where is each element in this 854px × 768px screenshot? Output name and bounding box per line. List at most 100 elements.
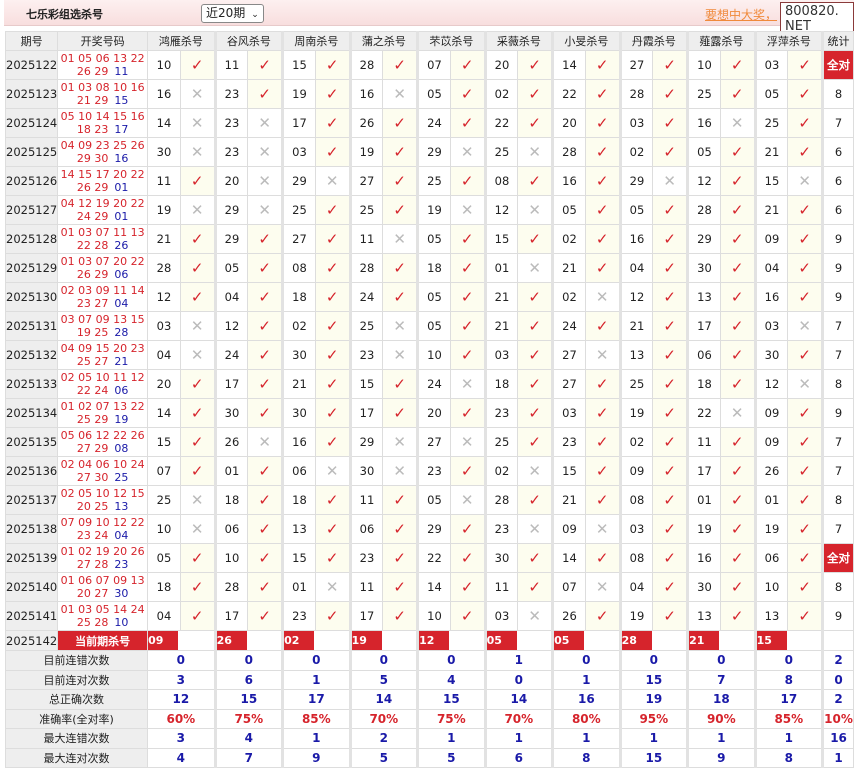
check-icon: ✓ xyxy=(382,543,420,573)
kill-number: 05 xyxy=(214,253,249,283)
row-stat-cell: 6 xyxy=(822,166,854,196)
kill-number: 27 xyxy=(619,50,654,80)
kill-number: 13 xyxy=(754,601,789,631)
cross-icon: ✕ xyxy=(179,137,217,167)
kill-number: 18 xyxy=(282,282,316,312)
kill-number: 27 xyxy=(417,427,451,457)
row-stat-cell: 8 xyxy=(822,79,854,109)
kill-number: 20 xyxy=(417,398,451,428)
cross-icon: ✕ xyxy=(179,108,217,138)
check-icon: ✓ xyxy=(314,195,352,225)
stats-value: 8 xyxy=(754,669,825,690)
stats-label: 最大连对次数 xyxy=(4,747,149,768)
check-icon: ✓ xyxy=(652,282,690,312)
check-icon: ✓ xyxy=(247,340,285,370)
header-group: 浮萍杀号 xyxy=(754,31,825,51)
check-icon: ✓ xyxy=(787,137,825,167)
kill-number: 16 xyxy=(282,427,316,457)
kill-number: 15 xyxy=(282,50,316,80)
kill-number: 20 xyxy=(147,369,181,399)
current-kill-badge: 19 xyxy=(351,631,382,650)
kill-number: 25 xyxy=(619,369,654,399)
draw-red-line2: 26 29 xyxy=(76,65,109,78)
current-kill-badge: 05 xyxy=(554,631,585,650)
check-icon: ✓ xyxy=(382,601,420,631)
kill-number: 15 xyxy=(282,543,316,573)
current-kill-badge: 21 xyxy=(689,631,720,650)
period-cell: 2025129 xyxy=(4,253,59,283)
kill-number: 11 xyxy=(147,166,181,196)
kill-number: 12 xyxy=(214,311,249,341)
kill-number: 06 xyxy=(754,543,789,573)
check-icon: ✓ xyxy=(787,514,825,544)
draw-numbers-cell: 01 03 08 10 16 21 29 15 xyxy=(57,79,149,109)
draw-numbers-cell: 03 07 09 13 15 19 25 28 xyxy=(57,311,149,341)
kill-number: 15 xyxy=(552,456,586,486)
promo-link[interactable]: 要想中大奖， xyxy=(705,8,778,22)
check-icon: ✓ xyxy=(449,50,487,80)
draw-red-line2: 26 29 xyxy=(76,268,109,281)
table-row: 2025138 07 09 10 12 22 23 24 04 10 ✕ 06 ✓ 13 ✓ 06 ✓… xyxy=(4,514,854,544)
stats-value: 8 xyxy=(552,747,622,768)
period-cell: 2025123 xyxy=(4,79,59,109)
kill-number: 08 xyxy=(282,253,316,283)
kill-number: 23 xyxy=(214,79,249,109)
check-icon: ✓ xyxy=(314,50,352,80)
kill-number: 10 xyxy=(214,543,249,573)
current-kill-badge: 15 xyxy=(756,631,787,650)
cross-icon: ✕ xyxy=(517,137,555,167)
row-stat-cell: 9 xyxy=(822,601,854,631)
promo-site-box[interactable]: 800820. NET xyxy=(780,2,854,36)
kill-number: 23 xyxy=(282,601,316,631)
stats-value: 0 xyxy=(619,650,690,671)
check-icon: ✓ xyxy=(719,485,757,515)
header-group: 谷风杀号 xyxy=(214,31,285,51)
check-icon: ✓ xyxy=(382,108,420,138)
period-cell: 2025136 xyxy=(4,456,59,486)
check-icon: ✓ xyxy=(652,195,690,225)
check-icon: ✓ xyxy=(584,398,622,428)
check-icon: ✓ xyxy=(787,340,825,370)
stats-total: 0 xyxy=(822,669,854,690)
draw-blue-number: 30 xyxy=(114,587,129,600)
check-icon: ✓ xyxy=(584,369,622,399)
check-icon: ✓ xyxy=(719,224,757,254)
stats-value: 1 xyxy=(282,669,352,690)
draw-red-line2: 23 24 xyxy=(76,529,109,542)
stats-label: 目前连错次数 xyxy=(4,650,149,671)
current-kill-badge: 26 xyxy=(216,631,247,650)
check-icon: ✓ xyxy=(517,572,555,602)
draw-numbers-cell: 01 06 07 09 13 20 27 30 xyxy=(57,572,149,602)
draw-blue-number: 15 xyxy=(114,94,129,107)
draw-red-line1: 01 03 07 11 13 xyxy=(60,226,145,239)
check-icon: ✓ xyxy=(382,398,420,428)
stats-value: 6 xyxy=(484,747,555,768)
stats-value: 15 xyxy=(619,669,690,690)
check-icon: ✓ xyxy=(382,369,420,399)
kill-number: 22 xyxy=(484,108,519,138)
check-icon: ✓ xyxy=(719,369,757,399)
kill-number: 07 xyxy=(417,50,451,80)
cross-icon: ✕ xyxy=(449,195,487,225)
kill-number: 13 xyxy=(687,601,721,631)
kill-number: 28 xyxy=(349,50,384,80)
draw-blue-number: 25 xyxy=(114,471,129,484)
draw-red-line1: 14 15 17 20 22 xyxy=(60,168,145,181)
stats-value: 7 xyxy=(214,747,285,768)
kill-number: 23 xyxy=(349,340,384,370)
check-icon: ✓ xyxy=(449,79,487,109)
kill-number: 29 xyxy=(214,195,249,225)
check-icon: ✓ xyxy=(517,485,555,515)
kill-number: 17 xyxy=(349,601,384,631)
kill-number: 23 xyxy=(417,456,451,486)
kill-number: 28 xyxy=(147,253,181,283)
check-icon: ✓ xyxy=(449,572,487,602)
current-kill-label: 当前期杀号 xyxy=(57,630,149,651)
check-icon: ✓ xyxy=(517,398,555,428)
period-select[interactable]: 近20期 ⌄ xyxy=(201,4,264,23)
stats-value: 4 xyxy=(214,728,285,749)
current-kill-badge: 05 xyxy=(486,631,517,650)
draw-line2: 25 27 21 xyxy=(59,355,147,368)
stats-value: 85% xyxy=(282,708,352,729)
check-icon: ✓ xyxy=(247,601,285,631)
